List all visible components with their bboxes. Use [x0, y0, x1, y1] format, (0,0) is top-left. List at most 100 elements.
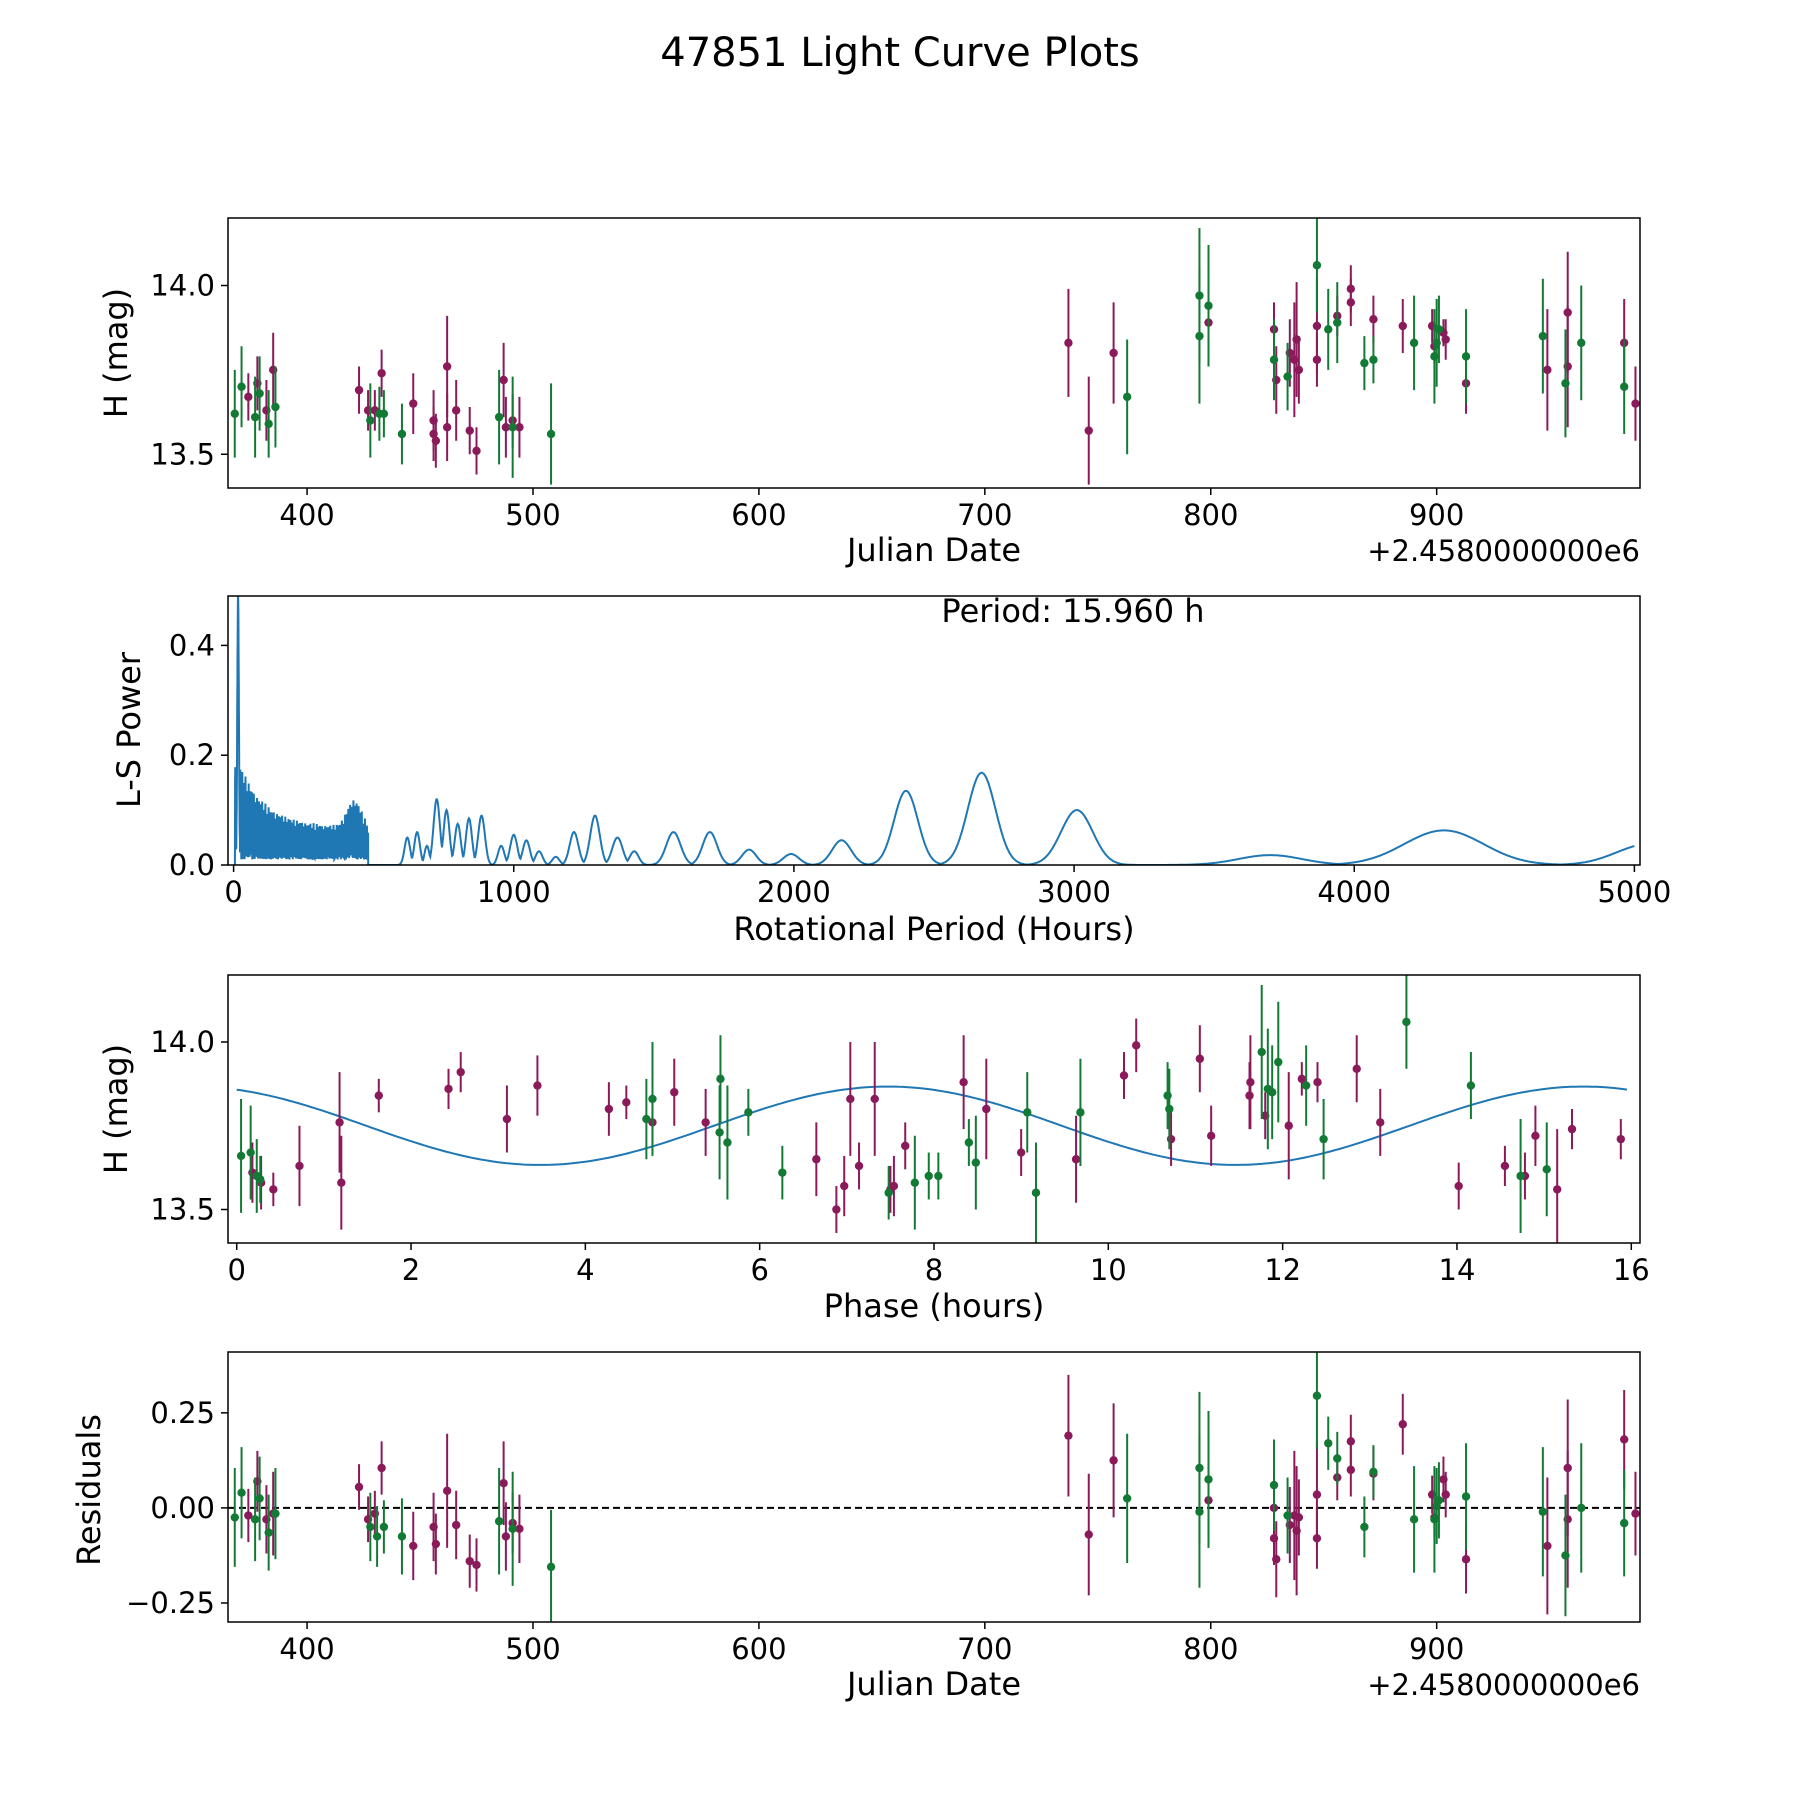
phased-point: [1616, 1134, 1626, 1144]
lightcurve-point: [499, 375, 508, 385]
lightcurve-point: [264, 419, 273, 429]
periodogram-ytick-label: 0.0: [169, 848, 215, 882]
phased-frame: [227, 974, 1641, 1244]
phased-point: [1376, 1118, 1385, 1127]
phased-point: [1076, 1108, 1085, 1117]
residuals-point: [1204, 1475, 1213, 1484]
periodogram-ytick-label: 0.4: [169, 628, 215, 662]
lightcurve-point: [472, 446, 481, 456]
residuals-point: [1294, 1513, 1304, 1522]
residuals-point: [1109, 1456, 1118, 1465]
lightcurve-point: [494, 412, 504, 422]
residuals-point: [1561, 1551, 1570, 1560]
lightcurve-point: [1122, 392, 1132, 402]
residuals-xlabel: Julian Date: [845, 1665, 1021, 1703]
phased-point: [1284, 1121, 1293, 1130]
phased-point: [1516, 1171, 1525, 1181]
lightcurve-xtick-label: 900: [1409, 498, 1464, 532]
lightcurve-ytick-label: 14.0: [150, 269, 215, 303]
phased-xtick-label: 4: [576, 1253, 594, 1287]
residuals-point: [1461, 1492, 1471, 1501]
lightcurve-point: [508, 423, 517, 432]
phased-point: [870, 1094, 879, 1104]
phased-xtick-label: 6: [750, 1253, 768, 1287]
phased-point: [778, 1168, 787, 1177]
phased-point: [840, 1181, 849, 1191]
residuals-point: [1538, 1507, 1548, 1516]
phased-point: [854, 1161, 864, 1171]
residuals-point: [1064, 1431, 1073, 1440]
lightcurve-point: [451, 406, 461, 415]
phased-point: [256, 1175, 265, 1184]
lightcurve-point: [1324, 325, 1333, 334]
periodogram-xtick-label: 1000: [477, 875, 551, 909]
phased-point: [1206, 1131, 1216, 1141]
residuals-point: [379, 1522, 389, 1532]
lightcurve-ytick-label: 13.5: [150, 437, 215, 471]
residuals-ytick-label: −0.25: [126, 1586, 215, 1620]
lightcurve-point: [1294, 365, 1304, 375]
phased-point: [1023, 1108, 1032, 1117]
phased-point: [884, 1188, 893, 1197]
lightcurve-point: [271, 402, 280, 412]
lightcurve-point: [1084, 426, 1093, 435]
phased-point: [502, 1114, 512, 1124]
phased-point: [924, 1171, 933, 1181]
phased-point: [246, 1148, 255, 1157]
residuals-point: [372, 1532, 382, 1541]
residuals-point: [397, 1532, 407, 1541]
phased-point: [1313, 1078, 1322, 1087]
phased-point: [1531, 1131, 1540, 1141]
residuals-xtick-label: 600: [731, 1632, 786, 1666]
lightcurve-offset-text: +2.4580000000e6: [1367, 534, 1640, 568]
phased-point: [1319, 1134, 1328, 1144]
residuals-panel: 400 500 600 700 800 900 −0.25 0.00 0.25 Julian D…: [70, 1351, 1641, 1703]
periodogram-ylabel: L-S Power: [110, 651, 148, 808]
residuals-point: [250, 1515, 260, 1524]
phased-point: [1297, 1074, 1307, 1084]
residuals-point: [1333, 1454, 1342, 1463]
lightcurve-point: [237, 382, 246, 391]
lightcurve-point: [1346, 298, 1356, 307]
residuals-point: [237, 1488, 246, 1497]
lightcurve-point: [366, 416, 375, 425]
lightcurve-xtick-label: 600: [731, 498, 786, 532]
phased-point: [295, 1161, 304, 1171]
phased-panel: 0 2 4 6 8 10 12 14 16 13.5 14.0 Phase (hours) H (m…: [97, 974, 1650, 1325]
residuals-point: [1312, 1490, 1322, 1499]
residuals-point: [1441, 1490, 1450, 1499]
lightcurve-point: [250, 412, 260, 422]
lightcurve-point: [1461, 352, 1471, 361]
residuals-point: [494, 1517, 504, 1526]
phased-point: [901, 1141, 910, 1151]
lightcurve-point: [1333, 318, 1342, 327]
phased-point: [1500, 1161, 1510, 1171]
phased-point: [744, 1108, 753, 1117]
residuals-point: [409, 1541, 418, 1551]
periodogram-ytick-label: 0.2: [169, 738, 215, 772]
periodogram-frame: [227, 595, 1641, 866]
periodogram-xlabel: Rotational Period (Hours): [733, 910, 1134, 948]
phased-point: [1166, 1134, 1176, 1144]
lightcurve-point: [1283, 372, 1292, 381]
residuals-point: [1346, 1437, 1356, 1446]
lightcurve-point: [1619, 382, 1629, 391]
residuals-point: [1324, 1439, 1333, 1448]
phased-point: [701, 1118, 710, 1127]
phased-xtick-label: 14: [1439, 1253, 1476, 1287]
phased-point: [337, 1178, 346, 1187]
residuals-point: [1283, 1511, 1292, 1520]
residuals-point: [1312, 1534, 1322, 1543]
phased-point: [832, 1205, 841, 1214]
phased-point: [971, 1158, 981, 1167]
residuals-point: [451, 1520, 461, 1530]
residuals-point: [501, 1532, 511, 1541]
lightcurve-point: [1434, 325, 1444, 334]
phased-point: [1071, 1155, 1081, 1164]
residuals-frame: [227, 1351, 1641, 1623]
lightcurve-point: [1441, 335, 1450, 344]
phased-point: [1454, 1181, 1463, 1191]
phased-point: [1257, 1047, 1266, 1057]
phased-xtick-label: 8: [925, 1253, 943, 1287]
residuals-point: [1312, 1391, 1322, 1400]
